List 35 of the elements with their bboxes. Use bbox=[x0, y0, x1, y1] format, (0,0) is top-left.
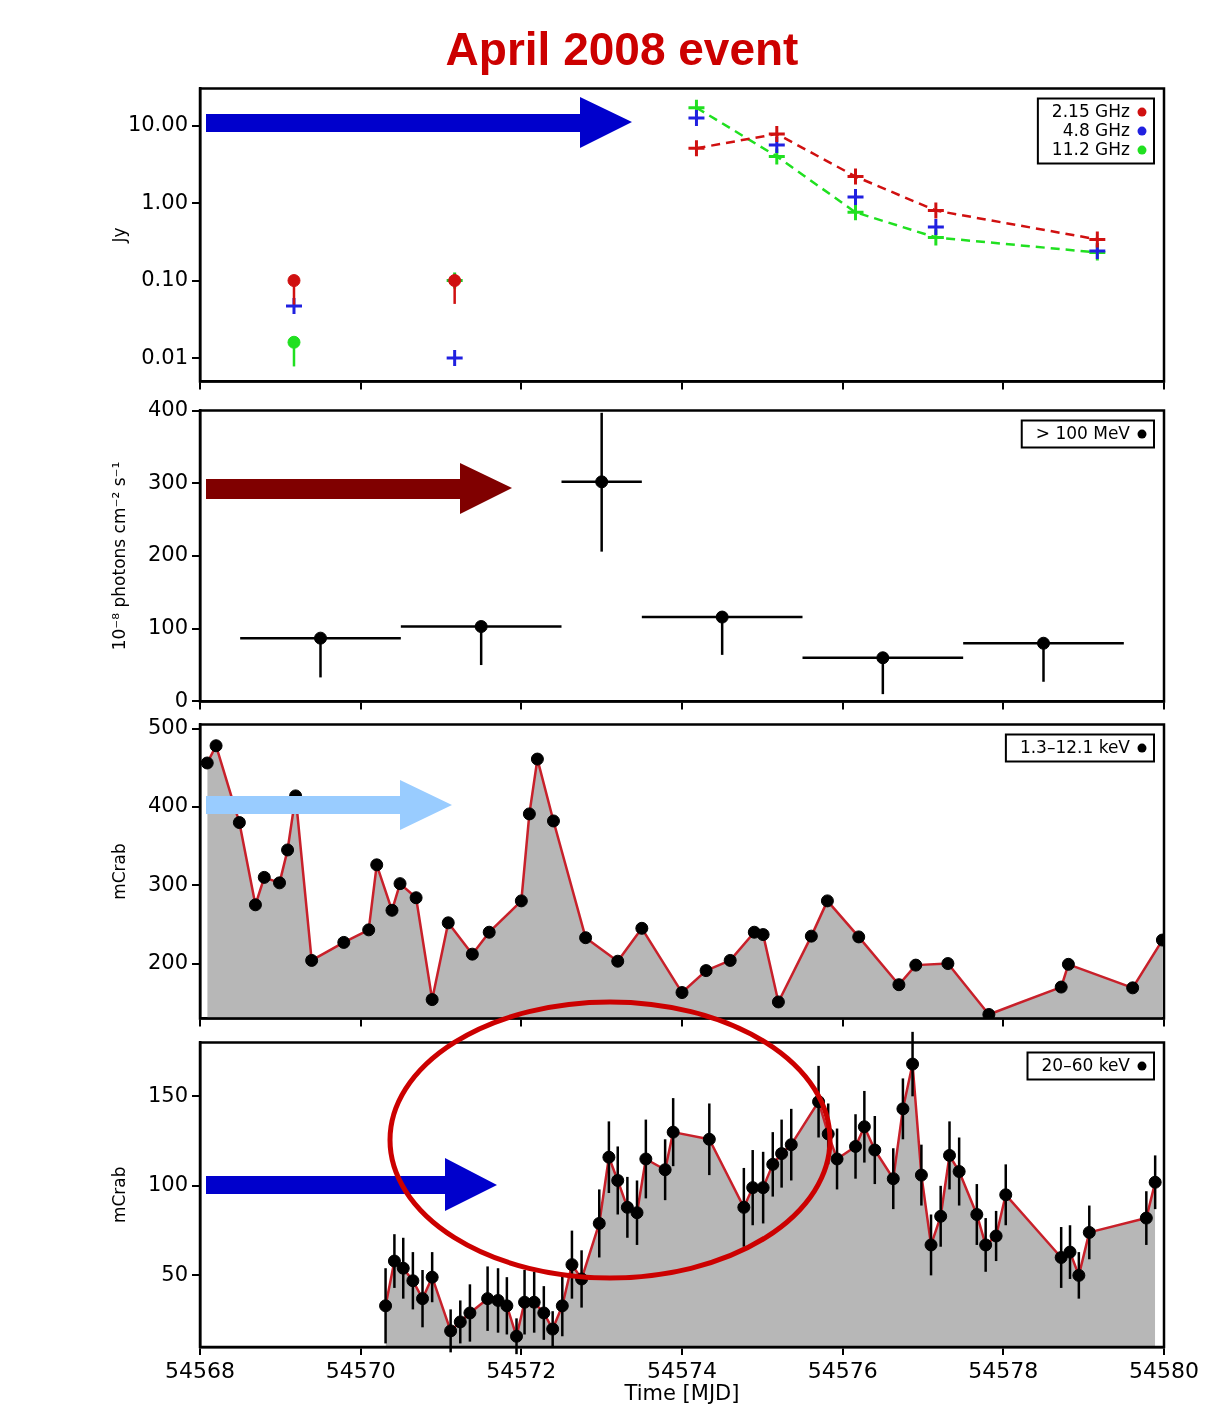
x-tick-label: 54570 bbox=[325, 1357, 396, 1383]
y-tick-label: 100 bbox=[147, 615, 188, 640]
legend-label: 11.2 GHz bbox=[1051, 138, 1131, 159]
legend-label: 4.8 GHz bbox=[1062, 119, 1131, 140]
x-tick-label: 54574 bbox=[647, 1357, 717, 1383]
legend-label: 1.3–12.1 keV bbox=[1019, 736, 1131, 757]
y-tick-label: 50 bbox=[161, 1261, 188, 1286]
y-tick-label: 0.10 bbox=[141, 267, 188, 292]
y-axis-title: mCrab bbox=[108, 843, 129, 900]
y-tick-label: 1.00 bbox=[141, 189, 188, 214]
x-tick-label: 54576 bbox=[807, 1357, 878, 1383]
y-axis-title: Jy bbox=[108, 227, 129, 244]
y-tick-label: 10.00 bbox=[127, 112, 188, 137]
legend-label: > 100 MeV bbox=[1035, 422, 1131, 443]
chart-title: April 2008 event bbox=[444, 22, 800, 76]
y-tick-label: 300 bbox=[147, 871, 188, 896]
y-tick-label: 0.01 bbox=[141, 344, 188, 369]
y-tick-label: 400 bbox=[147, 397, 188, 422]
y-axis-title: mCrab bbox=[108, 1166, 129, 1224]
x-tick-label: 54568 bbox=[165, 1357, 235, 1383]
y-tick-label: 200 bbox=[147, 542, 188, 567]
y-tick-label: 500 bbox=[147, 714, 188, 739]
legend-label: 2.15 GHz bbox=[1051, 100, 1131, 121]
x-tick-label: 54572 bbox=[486, 1357, 557, 1383]
x-tick-label: 54580 bbox=[1129, 1357, 1199, 1383]
y-tick-label: 0 bbox=[174, 687, 188, 712]
y-tick-label: 300 bbox=[147, 469, 188, 494]
x-tick-label: 54578 bbox=[968, 1357, 1039, 1383]
y-tick-label: 100 bbox=[147, 1172, 188, 1197]
x-axis-title: Time [MJD] bbox=[623, 1380, 740, 1405]
y-tick-label: 400 bbox=[147, 793, 188, 818]
y-axis-title: 10⁻⁸ photons cm⁻² s⁻¹ bbox=[108, 461, 129, 651]
y-tick-label: 150 bbox=[147, 1082, 188, 1107]
legend-label: 20–60 keV bbox=[1041, 1054, 1131, 1075]
y-tick-label: 200 bbox=[147, 950, 188, 975]
